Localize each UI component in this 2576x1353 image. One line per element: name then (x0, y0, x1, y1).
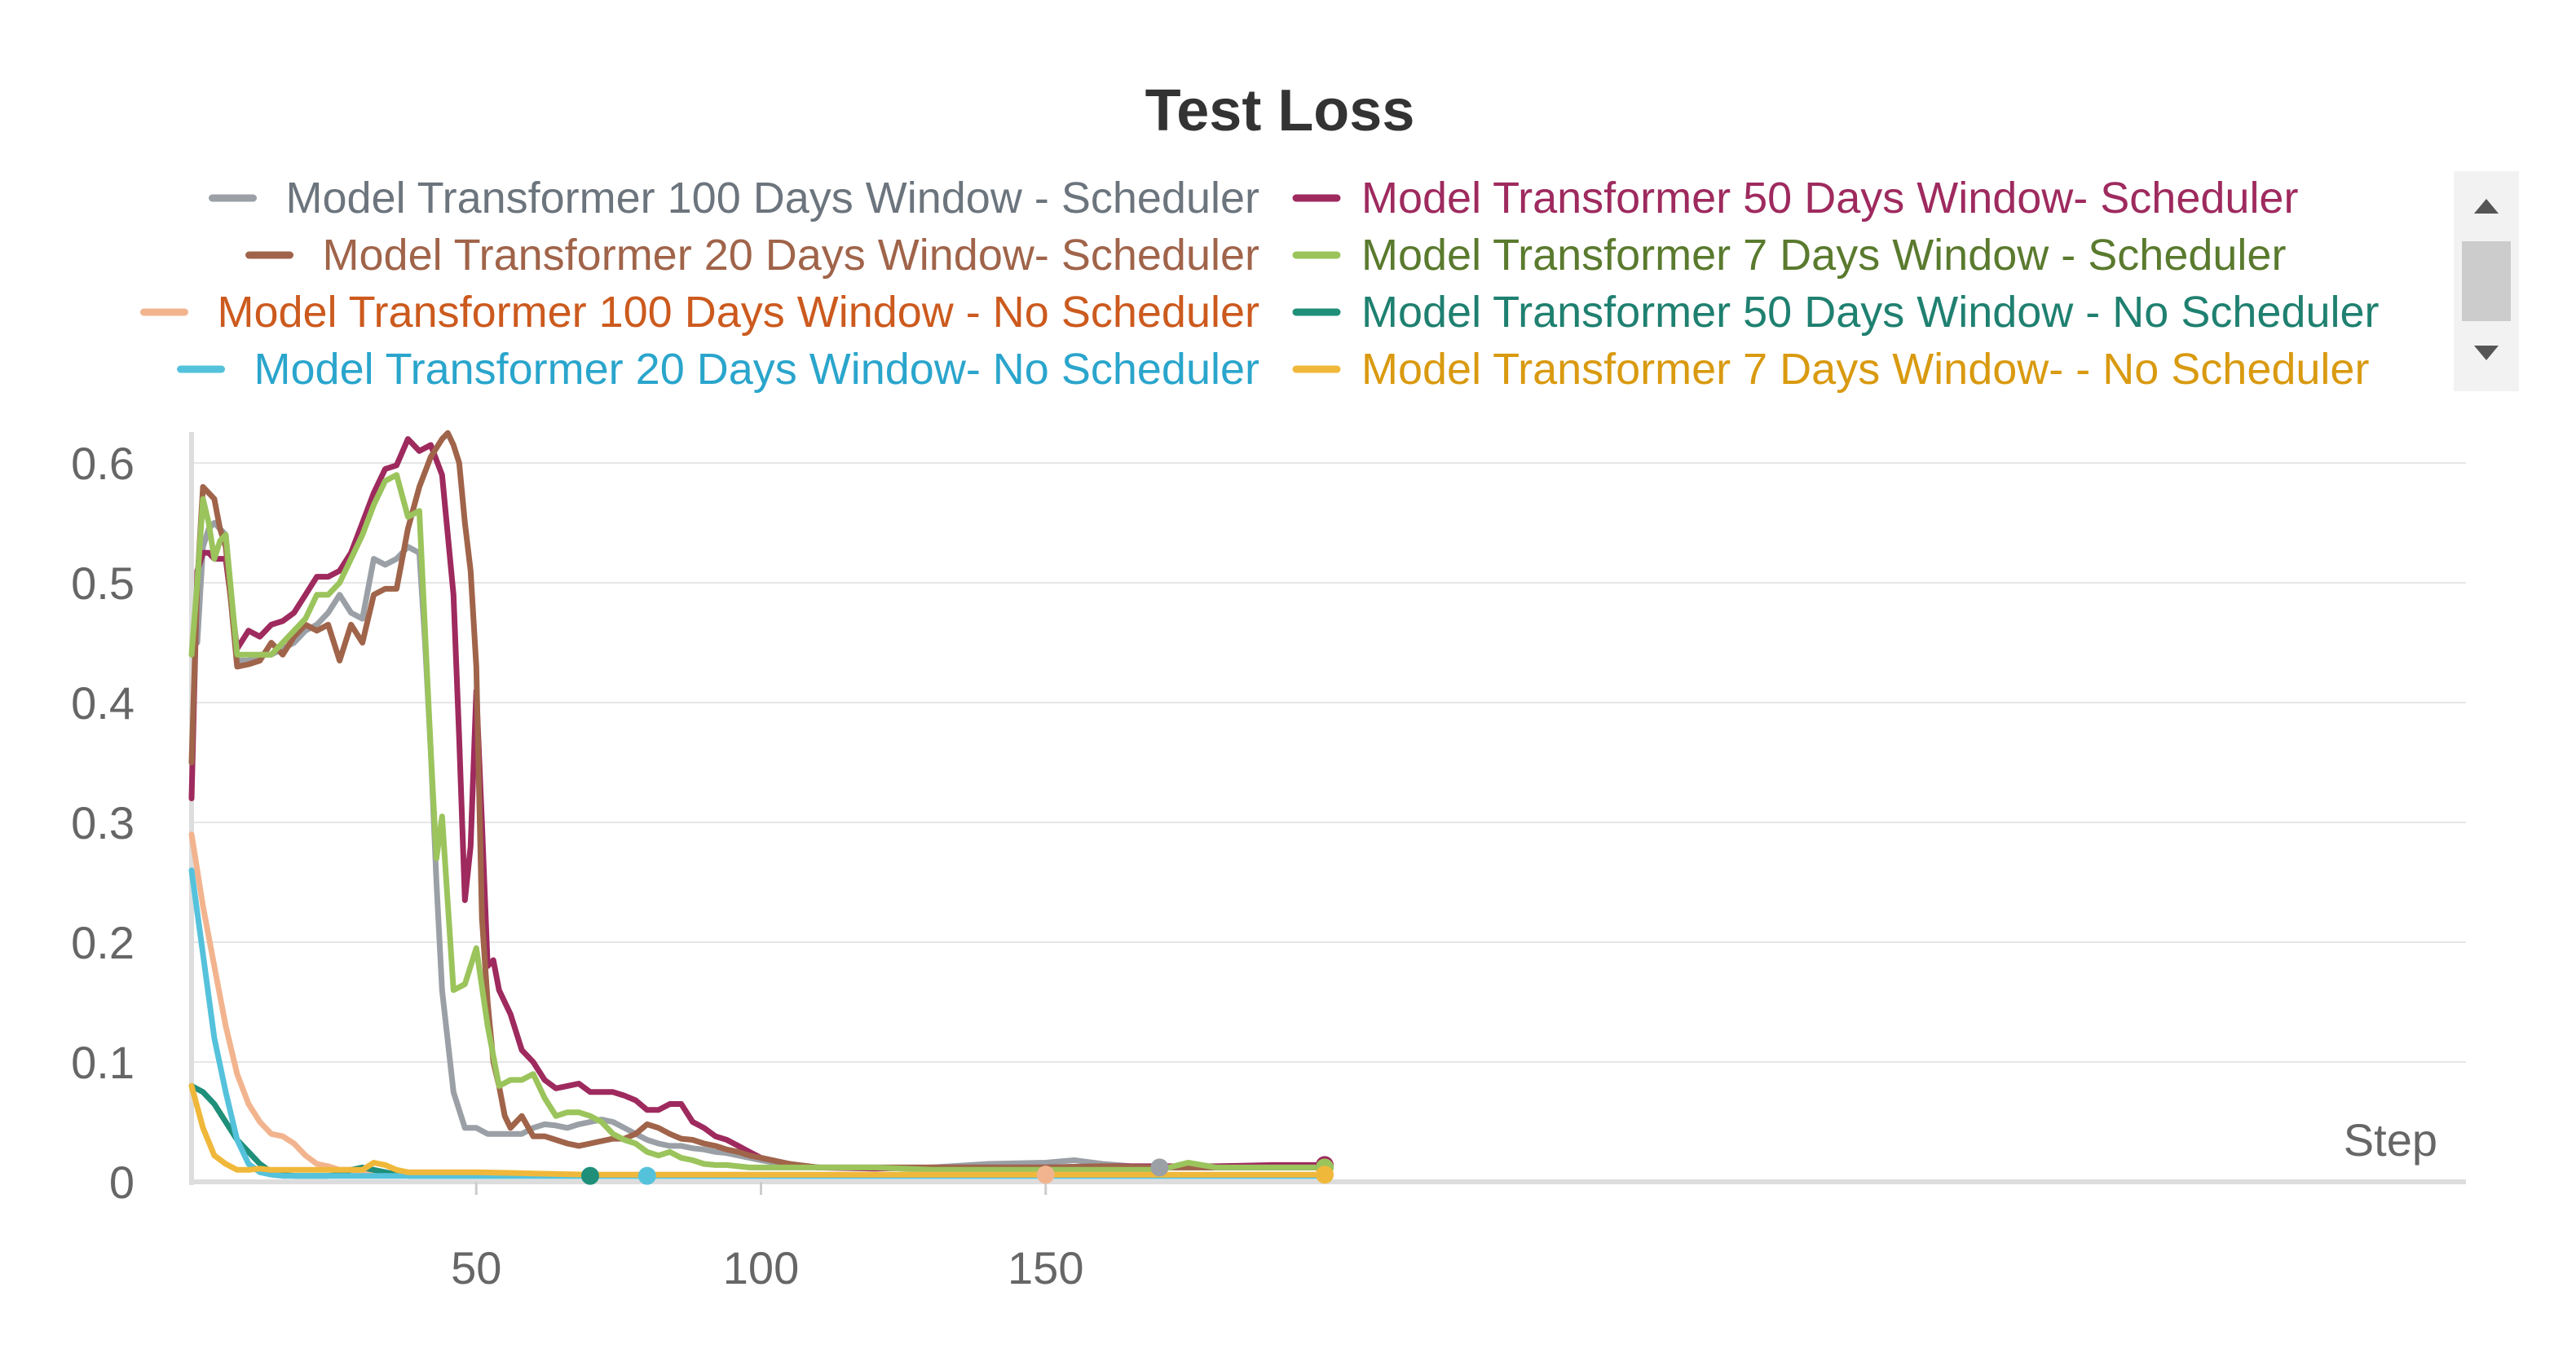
scroll-up-arrow-icon[interactable] (2474, 199, 2499, 214)
legend-item-6[interactable]: Model Transformer 50 Days Window - No Sc… (1292, 288, 2380, 337)
legend-item-1[interactable]: Model Transformer 100 Days Window - Sche… (209, 174, 1260, 223)
x-axis-label: Step (2344, 1114, 2437, 1166)
legend-scrollbar[interactable] (2454, 171, 2519, 391)
legend-item-8[interactable]: Model Transformer 7 Days Window- - No Sc… (1292, 345, 2369, 394)
y-tick-label: 0.1 (71, 1037, 135, 1088)
x-tick-label: 150 (1008, 1242, 1083, 1294)
chart-title: Test Loss (1145, 78, 1415, 143)
series-marker-8 (1316, 1166, 1334, 1184)
x-tick-label: 50 (451, 1242, 501, 1294)
legend-label: Model Transformer 7 Days Window - Schedu… (1361, 231, 2286, 280)
y-tick-label: 0.6 (71, 438, 135, 489)
x-tick-label: 100 (723, 1242, 799, 1294)
scroll-down-arrow-icon[interactable] (2474, 346, 2499, 360)
series-marker-1 (1150, 1158, 1169, 1177)
legend-label: Model Transformer 50 Days Window- Schedu… (1361, 174, 2298, 223)
legend-item-2[interactable]: Model Transformer 50 Days Window- Schedu… (1292, 174, 2298, 223)
legend-label: Model Transformer 7 Days Window- - No Sc… (1361, 345, 2369, 394)
series-marker-7 (637, 1166, 656, 1185)
series-line-4 (188, 472, 1328, 1173)
legend-label: Model Transformer 100 Days Window - Sche… (286, 174, 1260, 223)
legend-label: Model Transformer 20 Days Window- No Sch… (254, 345, 1260, 394)
legend-item-7[interactable]: Model Transformer 20 Days Window- No Sch… (177, 345, 1260, 394)
y-tick-label: 0.4 (71, 677, 135, 729)
y-tick-label: 0.5 (71, 558, 135, 609)
y-tick-label: 0 (109, 1157, 135, 1208)
legend-item-3[interactable]: Model Transformer 20 Days Window- Schedu… (245, 231, 1259, 280)
series-marker-5 (1036, 1166, 1055, 1184)
y-tick-label: 0.3 (71, 797, 135, 848)
legend-label: Model Transformer 20 Days Window- Schedu… (323, 231, 1259, 280)
y-axis: 0 0.1 0.2 0.3 0.4 0.5 0.6 (71, 432, 194, 1208)
y-tick-label: 0.2 (71, 917, 135, 968)
legend: Model Transformer 100 Days Window - Sche… (139, 174, 2380, 394)
plot-series (188, 430, 1328, 1179)
legend-label: Model Transformer 100 Days Window - No S… (217, 288, 1259, 337)
x-axis: 50 100 150 (192, 1179, 2466, 1294)
legend-item-4[interactable]: Model Transformer 7 Days Window - Schedu… (1292, 231, 2286, 280)
legend-item-5[interactable]: Model Transformer 100 Days Window - No S… (139, 288, 1259, 337)
legend-scroll-thumb[interactable] (2462, 241, 2511, 321)
legend-label: Model Transformer 50 Days Window - No Sc… (1361, 288, 2380, 337)
series-line-2 (188, 436, 1328, 1172)
series-line-5 (188, 831, 1328, 1178)
series-marker-6 (580, 1166, 599, 1185)
grid-lines (192, 462, 2466, 1063)
series-end-markers (580, 1156, 1334, 1185)
series-line-8 (188, 1082, 1328, 1178)
series-line-7 (188, 867, 1328, 1179)
